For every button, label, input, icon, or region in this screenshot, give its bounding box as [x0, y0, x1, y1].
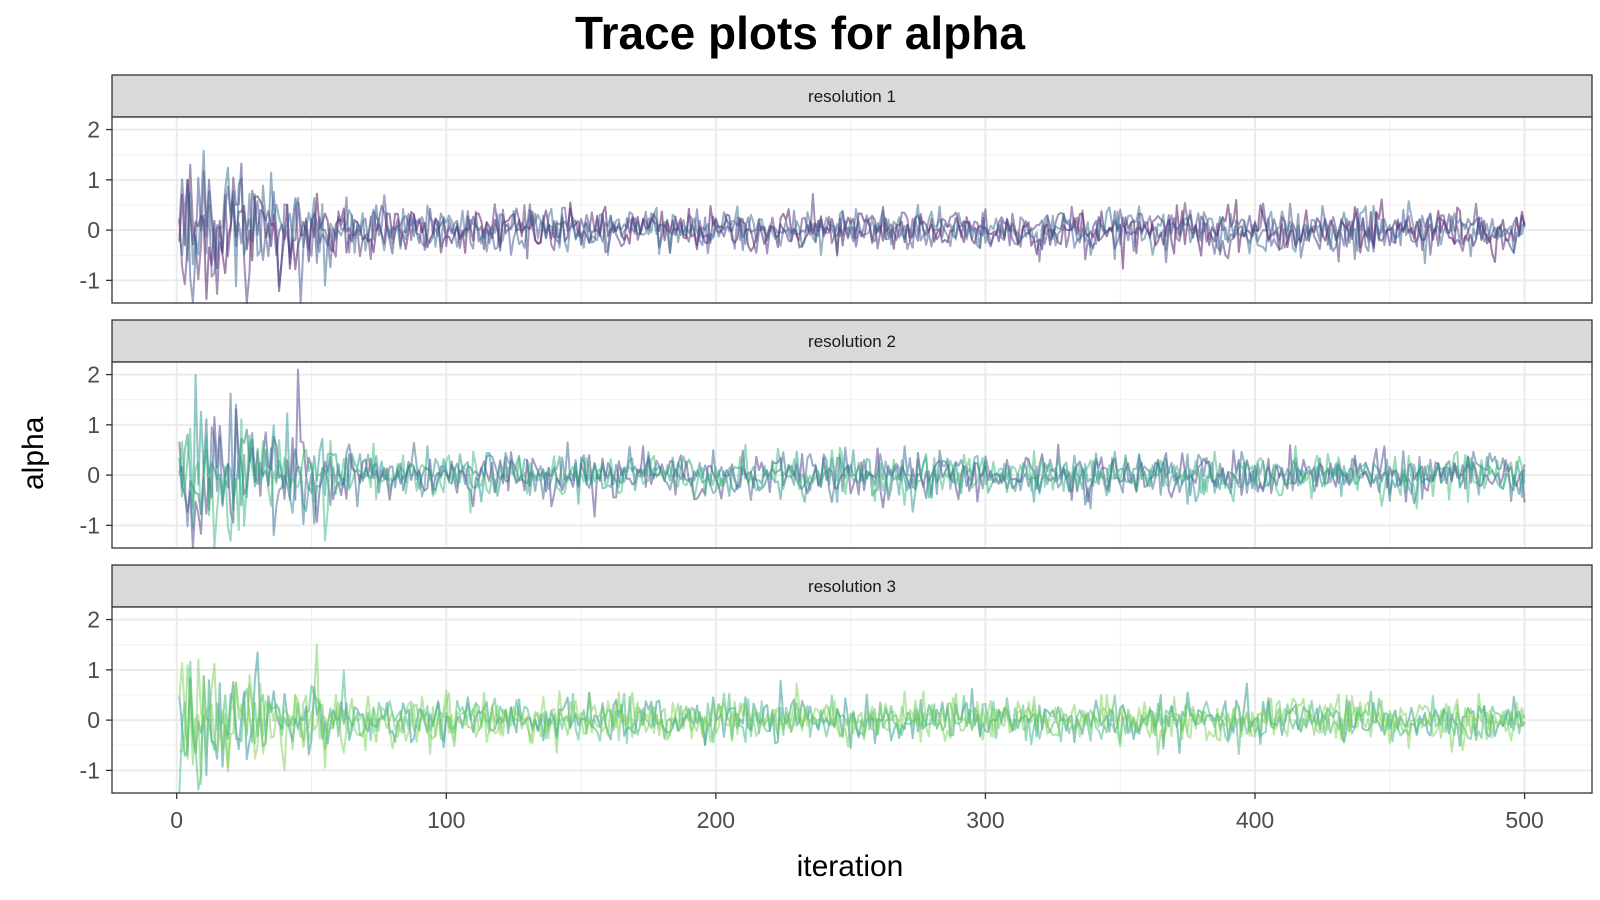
y-tick-label: 2 [87, 362, 100, 388]
x-tick-label: 300 [966, 807, 1004, 833]
y-tick-label: 1 [87, 412, 100, 438]
facet-panel: resolution 3 -1 0 1 2 0 100 200 300 400 500 [80, 564, 1593, 833]
facet-strip-label: resolution 2 [808, 332, 896, 351]
trace-series-line [179, 643, 1526, 786]
x-tick-label: 0 [170, 807, 183, 833]
panel-border [111, 116, 1593, 304]
x-tick-label: 500 [1505, 807, 1543, 833]
facet-strip [111, 74, 1593, 118]
trace-series-line [178, 658, 1526, 772]
facet-strip-label: resolution 3 [808, 577, 896, 596]
y-tick-label: 2 [87, 117, 100, 143]
facet-panel: resolution 2 -1 0 1 2 [80, 319, 1593, 549]
x-tick-label: 400 [1236, 807, 1274, 833]
panel-border [111, 361, 1593, 549]
y-tick-label: 0 [87, 462, 100, 488]
y-tick-label: 1 [87, 657, 100, 683]
panel-background [112, 607, 1592, 793]
facet-strip-label: resolution 1 [808, 87, 896, 106]
y-tick-label: -1 [80, 757, 100, 783]
facet-strip [111, 564, 1593, 608]
x-axis-label: iteration [796, 850, 904, 883]
y-tick-label: 0 [87, 707, 100, 733]
chart-title: Trace plots for alpha [575, 7, 1025, 59]
y-tick-label: 2 [87, 607, 100, 633]
trace-series-line [178, 418, 1526, 549]
panel-border [111, 606, 1593, 794]
y-tick-label: -1 [80, 512, 100, 538]
x-tick-label: 200 [697, 807, 735, 833]
y-axis-label: alpha [17, 416, 50, 490]
y-tick-label: 1 [87, 167, 100, 193]
x-tick-label: 100 [427, 807, 465, 833]
trace-series-line [178, 149, 1526, 288]
y-tick-label: -1 [80, 267, 100, 293]
y-tick-label: 0 [87, 217, 100, 243]
facet-panel: resolution 1 -1 0 1 2 [80, 74, 1593, 304]
panel-background [112, 117, 1592, 303]
